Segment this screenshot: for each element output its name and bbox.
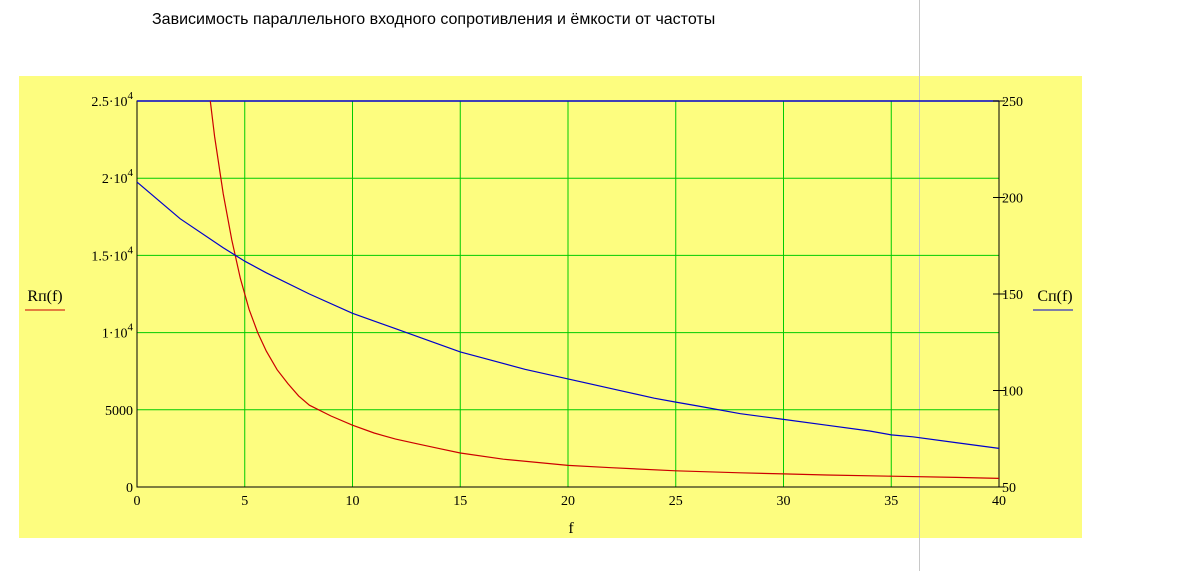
series-line-cp: [136, 181, 1000, 449]
window-divider: [919, 0, 920, 571]
x-tick-label: 20: [561, 494, 575, 509]
series-line-rp: [209, 100, 1000, 479]
x-axis-label: f: [568, 520, 574, 537]
plot-panel: [19, 76, 1082, 538]
x-tick-label: 15: [453, 494, 467, 509]
x-tick-label: 25: [669, 494, 683, 509]
y-right-tick-label: 250: [1002, 95, 1023, 110]
y-left-tick-label: 5000: [105, 404, 133, 419]
y-left-tick-label: 1.5·104: [91, 244, 133, 264]
y-left-tick-label: 2·104: [102, 167, 134, 187]
x-tick-label: 40: [992, 494, 1006, 509]
y-right-tick-labels: 50 100 150 200 250: [993, 95, 1023, 496]
series-group: [136, 100, 1000, 479]
y-right-tick-label: 150: [1002, 288, 1023, 303]
y-left-tick-labels: 0 5000 1·104 1.5·104 2·104 2.5·104: [91, 90, 133, 496]
x-tick-label: 0: [134, 494, 141, 509]
x-tick-label: 5: [241, 494, 248, 509]
y-left-tick-label: 1·104: [102, 322, 134, 342]
y-left-tick-label: 0: [126, 481, 133, 496]
y-left-axis-label: Rп(f): [27, 288, 62, 305]
x-tick-label: 35: [884, 494, 898, 509]
x-tick-labels: 0 5 10 15 20 25 30 35 40: [134, 494, 1007, 509]
grid-lines: [137, 101, 999, 487]
y-right-tick-label: 200: [1002, 192, 1023, 207]
chart-title: Зависимость параллельного входного сопро…: [152, 11, 716, 28]
y-left-tick-label: 2.5·104: [91, 90, 133, 110]
y-right-tick-label: 50: [1002, 481, 1016, 496]
y-right-axis-label: Cп(f): [1037, 288, 1072, 305]
x-tick-label: 30: [777, 494, 791, 509]
x-tick-label: 10: [346, 494, 360, 509]
y-right-tick-label: 100: [1002, 385, 1023, 400]
